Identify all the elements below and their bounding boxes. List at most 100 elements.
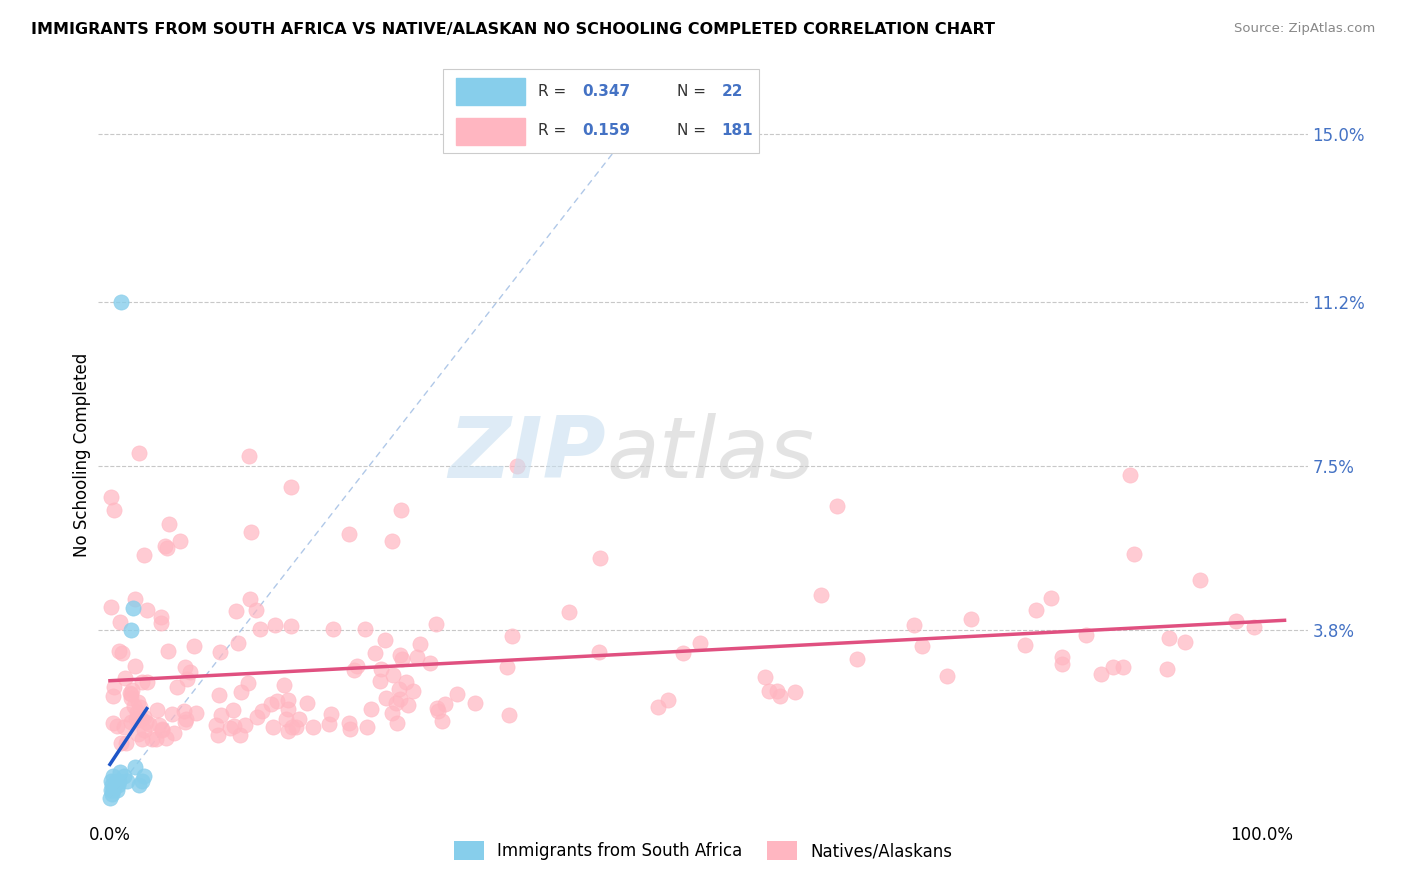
Point [138, 717, 160, 731]
Point [135, 603, 157, 617]
Point [1174, 635, 1197, 649]
Text: 0.159: 0.159 [582, 123, 630, 138]
Point [101, 787, 124, 801]
Point [160, 706, 183, 721]
Point [360, 702, 382, 716]
Point [959, 612, 981, 626]
Point [1118, 467, 1140, 482]
Text: R =: R = [537, 123, 571, 138]
Point [120, 687, 142, 701]
Point [117, 706, 139, 721]
Point [295, 696, 318, 710]
Point [433, 697, 456, 711]
Point [1014, 638, 1036, 652]
Point [229, 685, 252, 699]
Point [103, 782, 125, 797]
Point [263, 721, 285, 735]
Point [174, 714, 197, 729]
Point [588, 645, 610, 659]
Point [229, 728, 252, 742]
Point [280, 619, 302, 633]
Point [153, 540, 176, 554]
Text: ZIP: ZIP [449, 413, 606, 497]
Point [911, 639, 934, 653]
Point [150, 615, 173, 630]
Point [1188, 573, 1211, 587]
Text: 181: 181 [721, 123, 752, 138]
Point [145, 732, 167, 747]
Point [288, 712, 311, 726]
Point [235, 718, 257, 732]
Point [120, 715, 142, 730]
Text: N =: N = [678, 123, 711, 138]
Point [425, 617, 447, 632]
Point [246, 710, 269, 724]
Point [131, 773, 153, 788]
Text: 22: 22 [721, 84, 742, 99]
Point [156, 541, 179, 555]
Point [108, 773, 131, 788]
Point [127, 694, 149, 708]
Point [112, 769, 135, 783]
Point [131, 731, 153, 746]
Point [125, 706, 148, 720]
Point [758, 684, 780, 698]
Point [179, 665, 201, 680]
Point [266, 693, 288, 707]
Point [381, 706, 404, 720]
Point [132, 548, 155, 562]
Point [104, 773, 127, 788]
Point [110, 615, 132, 630]
Point [389, 692, 412, 706]
Point [388, 682, 411, 697]
Text: N =: N = [678, 84, 711, 99]
Point [108, 644, 131, 658]
Point [250, 704, 273, 718]
Point [426, 701, 449, 715]
Point [103, 503, 125, 517]
Point [260, 698, 283, 712]
Point [280, 480, 302, 494]
Point [301, 720, 323, 734]
Point [236, 676, 259, 690]
Point [135, 715, 157, 730]
Point [128, 446, 150, 460]
Point [150, 723, 173, 737]
Point [277, 724, 299, 739]
Point [103, 778, 125, 792]
Point [163, 725, 186, 739]
Point [1074, 628, 1097, 642]
Point [783, 685, 806, 699]
Point [430, 714, 453, 729]
Point [131, 674, 153, 689]
Point [111, 646, 134, 660]
Point [405, 649, 427, 664]
Point [208, 688, 231, 702]
Point [176, 672, 198, 686]
Point [464, 696, 486, 710]
Point [903, 617, 925, 632]
Point [346, 659, 368, 673]
Bar [456, 78, 526, 105]
Point [209, 645, 232, 659]
Point [1112, 660, 1135, 674]
Point [657, 692, 679, 706]
Text: R =: R = [537, 84, 571, 99]
Point [134, 769, 156, 783]
Point [825, 499, 848, 513]
Point [281, 720, 304, 734]
Point [207, 728, 229, 742]
Point [446, 686, 468, 700]
Point [322, 622, 344, 636]
Point [205, 717, 228, 731]
Text: atlas: atlas [606, 413, 814, 497]
Point [766, 684, 789, 698]
Point [174, 660, 197, 674]
Point [134, 709, 156, 723]
Point [183, 640, 205, 654]
Point [226, 635, 249, 649]
Point [105, 719, 128, 733]
Point [120, 623, 142, 637]
Point [388, 648, 411, 662]
Point [121, 683, 143, 698]
